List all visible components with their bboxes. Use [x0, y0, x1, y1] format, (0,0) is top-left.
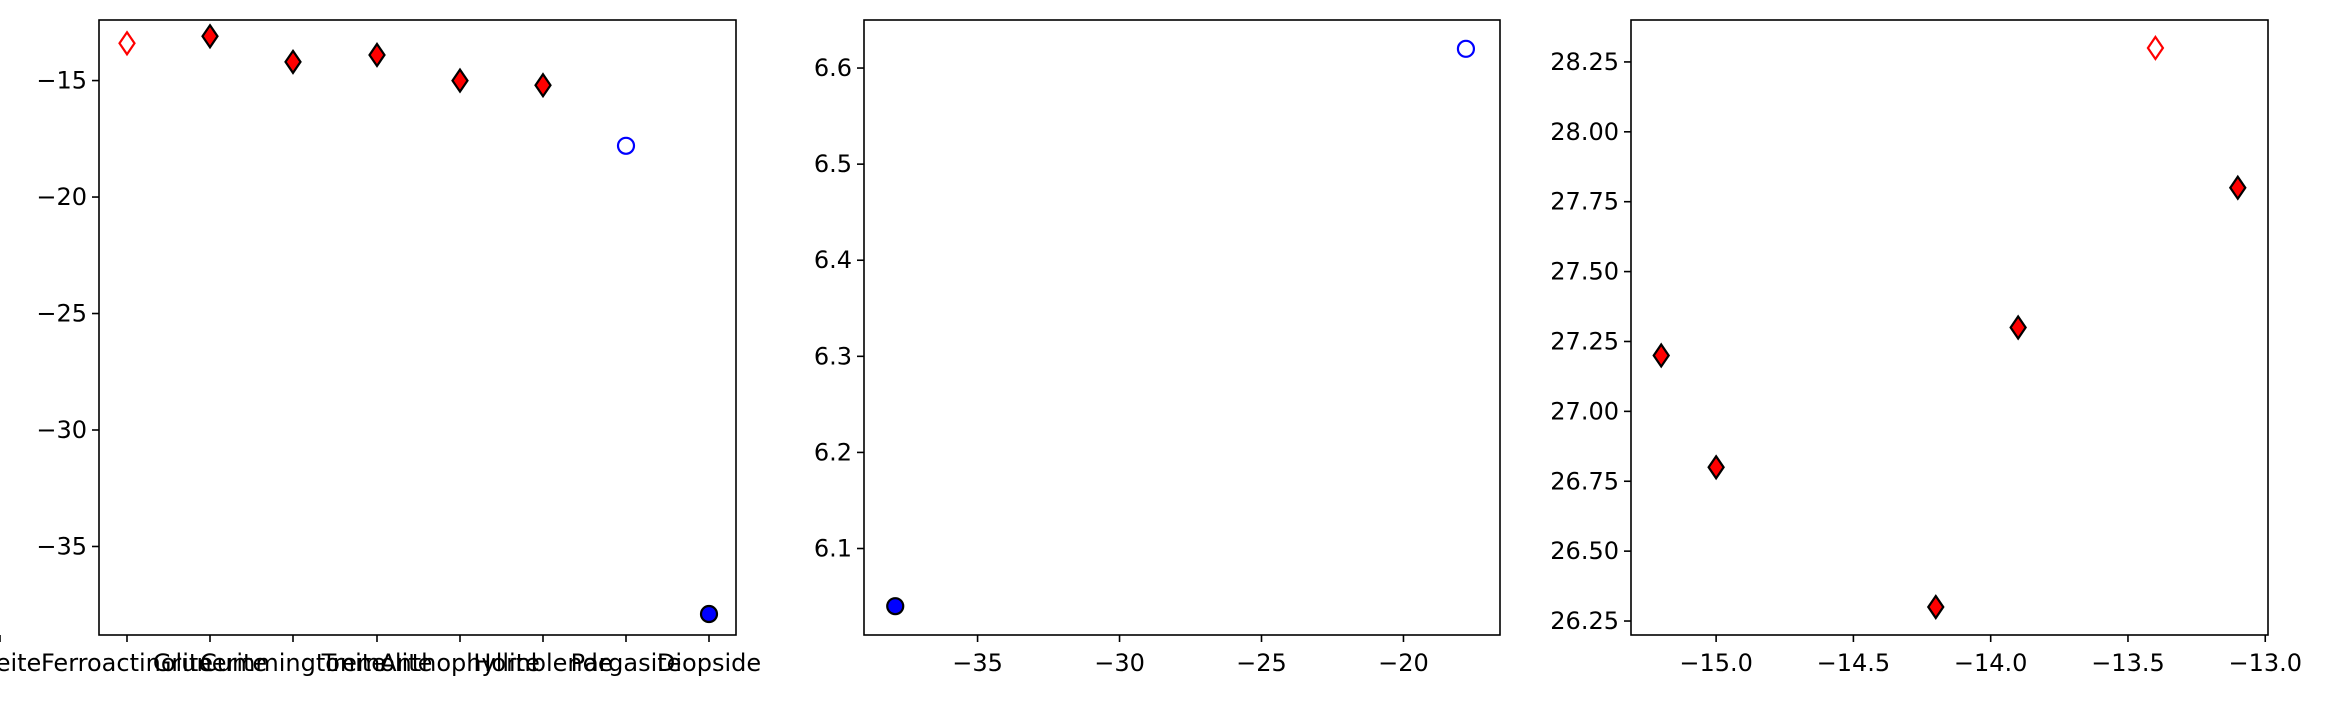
y-tick-label: −30 — [36, 416, 87, 444]
y-tick-label: 26.75 — [1550, 467, 1619, 495]
x-tick-label: Jadeite — [0, 649, 41, 677]
data-point-diamond — [368, 41, 386, 68]
y-tick-label: 6.6 — [814, 54, 852, 82]
x-tick-label: Cummingtonite — [200, 649, 386, 677]
x-tick-label: Tremolite — [321, 649, 433, 677]
data-point-diamond — [2228, 174, 2247, 201]
y-tick-label: 28.00 — [1550, 118, 1619, 146]
x-tick-label: −20 — [1378, 649, 1429, 677]
data-point-diamond — [2146, 35, 2165, 61]
x-tick-label: −15.0 — [1679, 649, 1753, 677]
y-tick-label: −25 — [36, 300, 87, 328]
y-tick-label: 6.1 — [814, 535, 852, 563]
data-point-circle — [616, 136, 636, 155]
chart-panel-1: −35 −30 −25 −20 −15 FerroactinoliteGruneriteC… — [0, 19, 761, 677]
plot-frame — [1630, 19, 2269, 636]
data-point-diamond — [284, 48, 302, 75]
data-point-diamond — [201, 23, 219, 50]
data-point-diamond — [118, 30, 136, 57]
x-tick-label: −25 — [1236, 649, 1287, 677]
data-point-diamond — [1707, 454, 1725, 481]
y-tick-label: −20 — [36, 183, 87, 211]
plot-frame — [98, 19, 737, 636]
y-tick-label: 6.2 — [814, 438, 852, 466]
data-point-circle — [699, 604, 719, 624]
x-tick-label: −14.5 — [1817, 649, 1891, 677]
y-tick-label: 26.50 — [1550, 537, 1619, 565]
y-tick-label: 6.4 — [814, 246, 852, 274]
y-tick-label: 6.3 — [814, 342, 852, 370]
data-point-diamond — [451, 67, 469, 94]
data-point-diamond — [1926, 594, 1945, 620]
y-tick-label: −15 — [36, 67, 87, 95]
x-tick-label: −35 — [952, 649, 1003, 677]
x-tick-label: Anthophyllite — [380, 649, 540, 677]
y-tick-label: 27.75 — [1550, 188, 1619, 216]
x-tick-label: Hornblende — [473, 649, 612, 677]
chart-panel-3: 26.25 26.50 26.75 27.00 27.25 27.50 27.75 28.00… — [1550, 19, 2302, 677]
data-point-circle — [1456, 39, 1476, 58]
plot-frame — [863, 19, 1501, 636]
data-point-diamond — [1652, 342, 1671, 369]
y-tick-label: 28.25 — [1550, 48, 1619, 76]
x-tick-label: −14.0 — [1954, 649, 2028, 677]
y-tick-label: 26.25 — [1550, 607, 1619, 635]
x-tick-label: −13.0 — [2228, 649, 2302, 677]
chart-panel-2: 6.1 6.2 6.3 6.4 6.5 6.6 −35 −30 −25 −20 — [814, 19, 1501, 677]
y-tick-label: −35 — [36, 532, 87, 560]
x-tick-label: Grunerite — [153, 649, 267, 677]
x-tick-label: −13.5 — [2091, 649, 2165, 677]
y-tick-label: 6.5 — [814, 150, 852, 178]
x-tick-label: −30 — [1094, 649, 1145, 677]
data-point-circle — [886, 597, 905, 616]
data-point-diamond — [2009, 314, 2027, 341]
x-tick-label: Pargasite — [571, 649, 682, 677]
x-tick-label: Diopside — [657, 649, 761, 677]
y-tick-label: 27.25 — [1550, 327, 1619, 355]
data-point-diamond — [534, 72, 552, 99]
x-tick-label: Ferroactinolite — [41, 649, 213, 677]
y-tick-label: 27.50 — [1550, 258, 1619, 286]
y-tick-label: 27.00 — [1550, 397, 1619, 425]
